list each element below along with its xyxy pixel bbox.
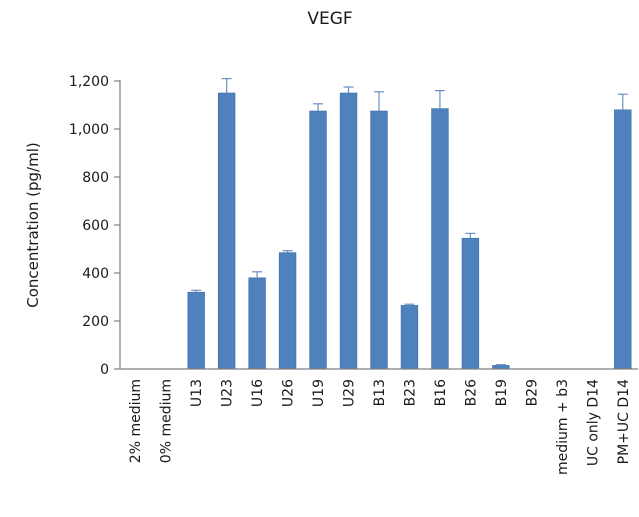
category-label: 0% medium <box>159 379 175 463</box>
y-axis-label: Concentration (pg/ml) <box>24 142 42 307</box>
y-tick-label: 200 <box>82 314 109 330</box>
y-tick-label: 800 <box>82 170 109 186</box>
category-label: U16 <box>250 379 266 407</box>
y-tick-label: 1,200 <box>69 74 109 90</box>
bar <box>309 110 327 370</box>
y-tick-label: 600 <box>82 218 109 234</box>
category-label: U13 <box>189 379 205 407</box>
y-tick-label: 1,000 <box>69 122 109 138</box>
bar <box>370 110 388 370</box>
y-tick-label: 400 <box>82 266 109 282</box>
bar <box>217 92 236 370</box>
x-axis-category-labels: 2% medium 0% medium U13 U23 U16 U26 U19 U29 B13 B… <box>128 379 632 475</box>
category-label: B13 <box>372 379 388 406</box>
bar <box>614 109 632 370</box>
y-tick-label: 0 <box>100 362 109 378</box>
category-label: U29 <box>342 379 358 407</box>
category-label: B23 <box>402 379 418 406</box>
bar <box>400 305 419 370</box>
category-label: U23 <box>220 379 236 407</box>
category-label: B16 <box>433 379 449 407</box>
chart-title: VEGF <box>307 9 352 29</box>
category-label: B19 <box>494 379 510 406</box>
category-label: medium + b3 <box>555 379 571 475</box>
category-label: B29 <box>524 379 540 406</box>
category-label: B26 <box>463 379 479 407</box>
bars-group <box>187 92 632 370</box>
category-label: U26 <box>281 379 297 407</box>
bar <box>461 237 480 370</box>
category-label: U19 <box>311 379 327 407</box>
category-label: UC only D14 <box>585 379 601 466</box>
bar <box>431 108 449 370</box>
bar <box>278 252 297 370</box>
category-label: 2% medium <box>128 379 144 463</box>
error-bars-group <box>191 77 628 366</box>
y-axis-ticks: 0 200 400 600 800 1,000 1,200 <box>69 74 120 378</box>
bar <box>248 277 266 370</box>
bar <box>339 92 358 370</box>
category-label: PM+UC D14 <box>616 379 632 464</box>
bar <box>187 291 205 370</box>
